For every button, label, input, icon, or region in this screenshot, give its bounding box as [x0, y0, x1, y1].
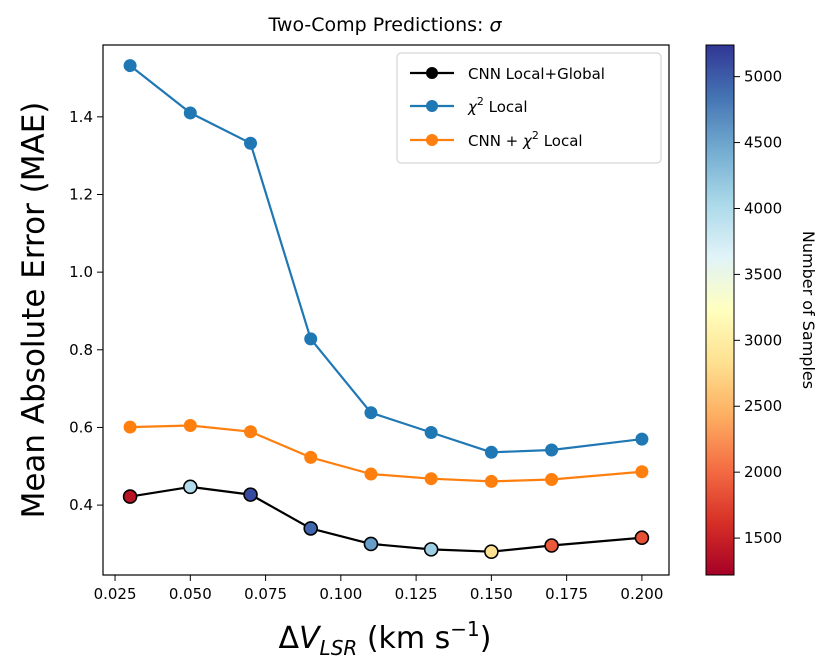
legend-label-chi2-local: χ2 Local	[467, 95, 528, 116]
legend-label-cnn-chi2-local-prefix: CNN +	[468, 132, 523, 150]
colorbar-label: Number of Samples	[799, 231, 818, 389]
data-point-chi2-local	[304, 332, 318, 346]
data-point-cnn-local-global	[363, 536, 379, 552]
x-tick-label: 0.125	[395, 585, 438, 603]
legend-label-chi2-local-chi: χ	[467, 98, 478, 116]
series-layer	[122, 59, 650, 560]
legend-marker-chi2-local	[426, 100, 438, 112]
x-tick-label: 0.050	[169, 585, 212, 603]
colorbar-tick-label: 4500	[744, 134, 782, 152]
x-axis-label-unit-exp: −1	[450, 617, 479, 641]
legend-label-cnn-chi2-local-chi: χ	[522, 132, 533, 150]
y-tick-label: 1.2	[69, 185, 93, 203]
x-axis-label-unit-close: )	[480, 621, 492, 656]
legend-entry-cnn-chi2-local: CNN + χ2 Local	[410, 129, 583, 150]
data-point-cnn-local-global	[544, 538, 559, 553]
data-point-cnn-local-global	[243, 487, 258, 502]
plot-frame	[102, 44, 670, 576]
colorbar-tick-label: 5000	[744, 68, 782, 86]
x-axis-label-sub: LSR	[320, 636, 358, 660]
y-tick-label: 1.0	[69, 263, 93, 281]
series-line-cnn-chi2-local	[130, 424, 642, 483]
y-tick-label: 0.4	[69, 496, 93, 514]
colorbar-tick-label: 4000	[744, 199, 782, 217]
colorbar-tick-label: 2000	[744, 463, 782, 481]
data-point-chi2-local	[484, 445, 498, 459]
series-line-cnn-local-global	[129, 485, 642, 553]
x-tick-label: 0.200	[620, 585, 663, 603]
legend-label-cnn-chi2-local-sup: 2	[532, 129, 539, 142]
data-point-cnn-chi2-local	[635, 465, 649, 479]
legend-label-cnn-local-global: CNN Local+Global	[468, 65, 605, 83]
chart-title-symbol: σ	[490, 14, 503, 36]
colorbar-tick-label: 1500	[744, 529, 782, 547]
x-tick-label: 0.150	[470, 585, 513, 603]
legend-marker-cnn-local-global	[426, 67, 438, 79]
data-point-cnn-chi2-local	[183, 419, 197, 433]
data-point-chi2-local	[424, 426, 438, 440]
x-tick-label: 0.175	[545, 585, 588, 603]
legend-label-cnn-chi2-local: CNN + χ2 Local	[468, 129, 583, 150]
legend-marker-cnn-chi2-local	[426, 134, 438, 146]
colorbar-tick-label: 2500	[744, 397, 782, 415]
plot-area: 0.025 0.050 0.075 0.100 0.125 0.150 0.175 0.200…	[69, 44, 670, 603]
data-point-cnn-local-global	[183, 479, 198, 495]
legend-label-chi2-local-sup: 2	[477, 95, 484, 108]
x-axis-ticks: 0.025 0.050 0.075 0.100 0.125 0.150 0.175 0.200	[94, 575, 663, 603]
data-point-chi2-local	[635, 432, 649, 446]
data-point-chi2-local	[364, 406, 378, 420]
x-axis-label-delta: Δ	[278, 621, 299, 656]
colorbar-gradient	[705, 44, 735, 576]
data-point-cnn-local-global	[423, 542, 439, 557]
legend-label-chi2-local-suffix: Local	[484, 98, 528, 116]
colorbar-tick-label: 3000	[744, 331, 782, 349]
data-point-chi2-local	[545, 443, 559, 457]
x-axis-label-unit: (km s	[357, 621, 450, 656]
x-tick-label: 0.100	[319, 585, 362, 603]
colorbar: 1500 2000 2500 3000 3500 4000 4500 5000 Number …	[705, 44, 818, 576]
colorbar-tick-label: 3500	[744, 265, 782, 283]
y-tick-label: 0.6	[69, 418, 93, 436]
legend-label-cnn-local-global-text: CNN Local+Global	[468, 65, 605, 83]
data-point-chi2-local	[183, 106, 197, 120]
data-point-cnn-chi2-local	[484, 474, 498, 488]
data-point-cnn-local-global	[484, 544, 499, 560]
chart-title: Two-Comp Predictions: σ	[267, 14, 502, 36]
y-axis-ticks: 0.4 0.6 0.8 1.0 1.2 1.4	[69, 108, 103, 514]
data-point-cnn-chi2-local	[304, 450, 318, 464]
y-tick-label: 1.4	[69, 108, 93, 126]
x-tick-label: 0.075	[244, 585, 287, 603]
data-point-cnn-local-global	[634, 530, 650, 546]
data-point-chi2-local	[244, 136, 258, 150]
data-point-cnn-local-global	[122, 489, 138, 504]
legend-entry-cnn-local-global: CNN Local+Global	[410, 65, 605, 83]
legend-entry-chi2-local: χ2 Local	[410, 95, 528, 116]
data-point-cnn-chi2-local	[545, 472, 559, 486]
legend: CNN Local+Global χ2 Local CNN + χ2 Local	[396, 52, 662, 164]
y-tick-label: 0.8	[69, 341, 93, 359]
data-point-cnn-local-global	[303, 521, 319, 536]
data-point-cnn-chi2-local	[364, 467, 378, 481]
x-axis-label: ΔVLSR (km s−1)	[278, 617, 491, 660]
x-tick-label: 0.025	[94, 585, 137, 603]
legend-label-cnn-chi2-local-suffix: Local	[539, 132, 583, 150]
data-point-cnn-chi2-local	[424, 472, 438, 486]
data-point-cnn-chi2-local	[123, 420, 137, 434]
legend-box	[396, 52, 662, 164]
data-point-chi2-local	[123, 59, 137, 73]
x-axis-label-v: V	[299, 621, 322, 656]
colorbar-ticks: 1500 2000 2500 3000 3500 4000 4500 5000	[734, 68, 782, 547]
chart-title-prefix: Two-Comp Predictions:	[267, 14, 489, 36]
y-axis-label: Mean Absolute Error (MAE)	[16, 102, 52, 519]
data-point-cnn-chi2-local	[244, 425, 258, 439]
